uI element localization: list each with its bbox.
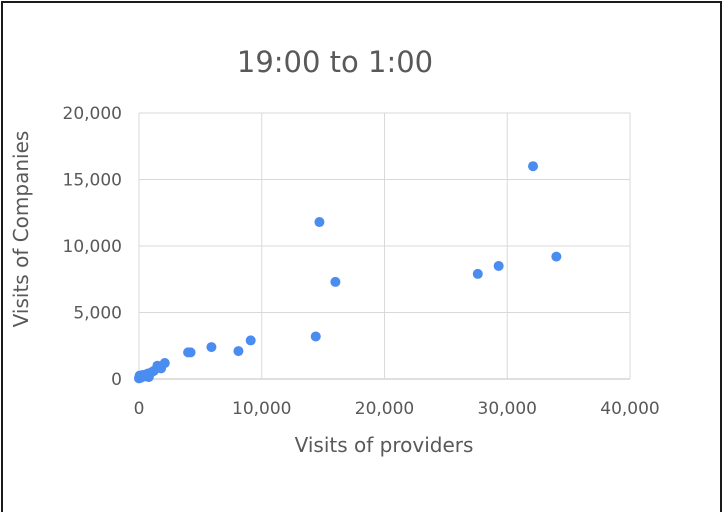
x-tick-label: 40,000 <box>600 399 659 419</box>
data-point <box>233 346 244 357</box>
y-tick-label: 20,000 <box>63 104 122 124</box>
chart-title: 19:00 to 1:00 <box>237 45 433 79</box>
y-tick-label: 15,000 <box>63 171 122 191</box>
data-point <box>551 251 562 262</box>
data-points <box>134 161 562 384</box>
data-point <box>493 260 504 271</box>
data-point <box>472 268 483 279</box>
grid-lines <box>138 112 631 380</box>
data-point <box>314 217 325 228</box>
data-point <box>330 276 341 287</box>
data-point <box>206 342 217 353</box>
data-point <box>528 161 539 172</box>
data-point <box>245 335 256 346</box>
tick-labels: 0 5,000 10,000 15,000 20,000 0 10,000 20,000 30,… <box>63 104 660 419</box>
x-tick-label: 30,000 <box>478 399 537 419</box>
x-tick-label: 20,000 <box>355 399 414 419</box>
y-tick-label: 0 <box>111 370 122 390</box>
data-point <box>310 331 321 342</box>
x-axis-label: Visits of providers <box>295 433 474 457</box>
y-axis-label: Visits of Companies <box>9 131 33 328</box>
x-tick-label: 0 <box>134 399 145 419</box>
x-tick-label: 10,000 <box>232 399 291 419</box>
y-tick-label: 5,000 <box>73 304 122 324</box>
data-point <box>185 347 196 358</box>
y-tick-label: 10,000 <box>63 237 122 257</box>
data-point <box>159 358 170 369</box>
